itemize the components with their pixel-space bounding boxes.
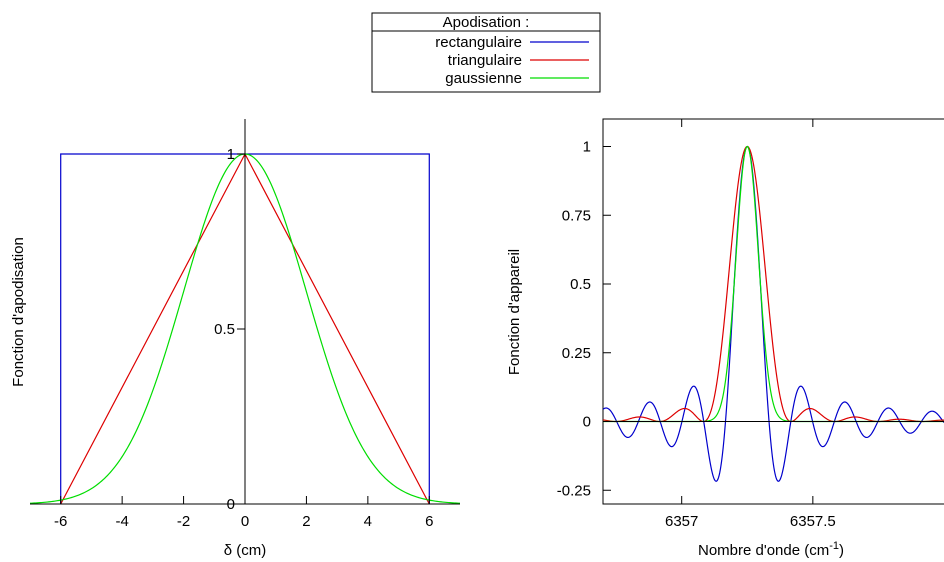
appareil-plot-frame: [602, 118, 944, 505]
legend-label-rectangulaire: rectangulaire: [435, 34, 522, 51]
apodisation-x-tick-label: -2: [177, 513, 190, 530]
appareil-xlabel-sup: -1: [829, 540, 839, 552]
appareil-y-tick-label: -0.25: [557, 482, 591, 499]
legend-label-triangulaire: triangulaire: [448, 52, 522, 69]
appareil-x-tick-label: 6357: [665, 513, 698, 530]
legend-title: Apodisation :: [443, 14, 530, 31]
appareil-y-tick-label: 0.5: [570, 276, 591, 293]
apodisation-y-tick-label: 1: [227, 146, 235, 163]
apodisation-y-tick-label: 0: [227, 496, 235, 513]
apodisation-x-tick-label: -6: [54, 513, 67, 530]
appareil-line-triangulaire: [603, 145, 944, 423]
apodisation-ylabel: Fonction d'apodisation: [10, 237, 27, 387]
appareil-y-tick-label: 0.75: [562, 207, 591, 224]
appareil-xlabel-suffix: ): [839, 542, 844, 559]
appareil-ylabel: Fonction d'appareil: [506, 249, 523, 375]
apodisation-x-tick-label: 6: [425, 513, 433, 530]
appareil-x-tick-label: 6357.5: [790, 513, 836, 530]
appareil-y-tick-label: 0: [583, 414, 591, 431]
appareil-axes: 6357 6357.5 -0.25 0 0.25 0.5 0.75 1: [557, 119, 944, 530]
apodisation-x-tick-label: -4: [115, 513, 128, 530]
appareil-xlabel: Nombre d'onde (cm-1): [698, 540, 844, 559]
apodisation-y-tick-label: 0.5: [214, 321, 235, 338]
apodisation-x-tick-label: 4: [364, 513, 372, 530]
legend-box: [371, 12, 601, 93]
apodisation-x-tick-label: 0: [241, 513, 249, 530]
apodisation-plot: -6 -4 -2 0 2 4 6 0 0.5 1 Fonction d'apodisation δ…: [10, 119, 461, 559]
apodisation-xlabel: δ (cm): [224, 542, 267, 559]
appareil-series: [603, 145, 944, 482]
appareil-xlabel-main: Nombre d'onde (cm: [698, 542, 829, 559]
apodisation-axes: -6 -4 -2 0 2 4 6 0 0.5 1: [30, 119, 460, 530]
appareil-line-rectangulaire: [603, 145, 944, 482]
appareil-y-tick-label: 0.25: [562, 345, 591, 362]
appareil-y-tick-label: 1: [583, 139, 591, 156]
legend-label-gaussienne: gaussienne: [445, 70, 522, 87]
appareil-line-gaussienne: [603, 145, 944, 423]
appareil-plot: 6357 6357.5 -0.25 0 0.25 0.5 0.75 1 Fonction d'…: [506, 118, 944, 559]
legend: Apodisation : rectangulaire triangulaire…: [371, 12, 601, 93]
apodisation-x-tick-label: 2: [302, 513, 310, 530]
